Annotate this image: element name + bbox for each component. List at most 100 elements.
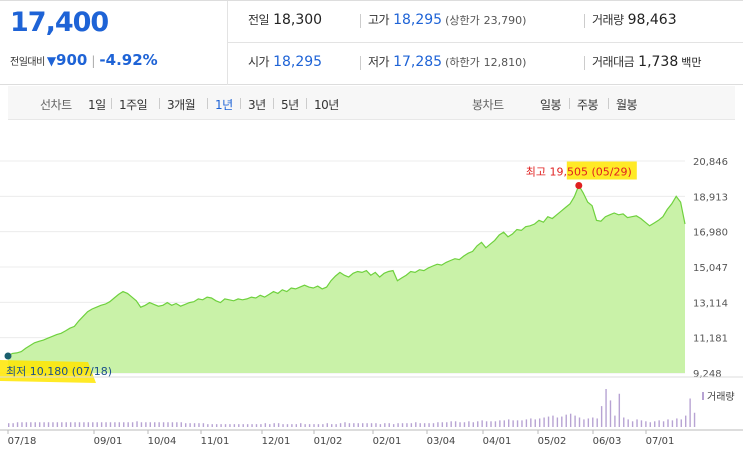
volume-value: 98,463: [627, 12, 677, 28]
tab-1-day[interactable]: 1일: [88, 98, 106, 112]
volume-stat: 거래량 98,463: [592, 11, 677, 28]
volume-bar: [693, 412, 696, 427]
volume-bar: [490, 421, 492, 427]
volume-bar: [689, 398, 691, 427]
volume-bar: [189, 423, 191, 427]
volume-bar: [78, 422, 81, 427]
volume-bar: [534, 419, 536, 427]
volume-bar: [503, 420, 505, 427]
open-label: 시가: [248, 55, 270, 69]
volume-bar: [614, 415, 616, 427]
volume-bar: [52, 422, 54, 427]
volume-bar: [392, 424, 395, 427]
volume-bar: [662, 421, 665, 427]
volume-bar: [556, 417, 559, 427]
volume-bar: [47, 422, 50, 427]
volume-bar: [242, 424, 244, 427]
volume-bar: [676, 418, 678, 427]
volume-bar: [25, 422, 28, 427]
volume-bar: [154, 422, 156, 427]
volume-bar: [578, 417, 581, 427]
volume-bar: [38, 422, 41, 427]
volume-bar: [313, 424, 315, 427]
high-price-label: 최고 19,505 (05/29): [526, 166, 632, 179]
upper-limit-value: 23,790): [483, 14, 527, 27]
tab-1-week[interactable]: 1주일: [119, 98, 148, 112]
volume-bar: [353, 423, 355, 427]
volume-bar: [123, 422, 125, 427]
volume-bar: [326, 423, 328, 427]
divider: [306, 98, 307, 109]
amount-stat: 거래대금 1,738 백만: [592, 53, 702, 70]
volume-bar: [127, 422, 129, 427]
change-rate: -4.92%: [99, 51, 158, 69]
volume-bar: [494, 421, 497, 427]
x-tick-label: 07/01: [646, 436, 675, 447]
tab-1-year[interactable]: 1년: [215, 98, 233, 112]
tab-3-years[interactable]: 3년: [248, 98, 266, 112]
tab-daily-candle[interactable]: 일봉: [540, 98, 562, 112]
x-tick-label: 07/18: [8, 436, 37, 447]
amount-label: 거래대금: [592, 55, 635, 69]
tab-5-years[interactable]: 5년: [281, 98, 299, 112]
volume-bar: [344, 422, 346, 427]
tab-weekly-candle[interactable]: 주봉: [577, 98, 599, 112]
volume-bar: [260, 424, 262, 427]
divider: [584, 56, 585, 70]
down-arrow-icon: ▼: [46, 54, 57, 68]
volume-bar: [432, 423, 435, 427]
volume-bar: [207, 424, 209, 427]
open-value: 18,295: [273, 54, 323, 70]
volume-bar: [145, 422, 147, 427]
volume-bar: [680, 419, 682, 427]
volume-bar: [184, 423, 187, 427]
period-bar: 선차트 1일 1주일 3개월 1년 3년 5년 10년 봉차트 일봉 주봉 월봉: [8, 86, 735, 120]
stats-row-1: 전일 18,300 고가 18,295 (상한가 23,790) 거래량 98,463: [228, 1, 743, 43]
lower-limit-label: (하한가: [445, 56, 480, 69]
tab-10-years[interactable]: 10년: [314, 98, 339, 112]
divider: [111, 98, 112, 109]
volume-bar: [131, 422, 134, 427]
volume-bar: [366, 423, 368, 427]
volume-bar: [472, 422, 475, 427]
volume-bar: [335, 424, 337, 427]
line-chart-label: 선차트: [40, 98, 72, 112]
volume-bar: [193, 423, 196, 427]
current-price: 17,400: [10, 7, 109, 38]
low-value: 17,285: [393, 54, 443, 70]
volume-bar: [592, 417, 594, 427]
volume-bar: [61, 422, 63, 427]
volume-bar: [552, 415, 554, 427]
volume-bar: [308, 424, 311, 427]
volume-bar: [357, 423, 359, 427]
tab-3-months[interactable]: 3개월: [167, 98, 196, 112]
volume-bar: [565, 414, 567, 427]
volume-bar: [304, 424, 306, 427]
volume-bar: [69, 422, 72, 427]
high-stat: 고가 18,295 (상한가 23,790): [368, 11, 526, 28]
volume-bar: [300, 423, 302, 427]
volume-bar: [645, 421, 647, 427]
volume-bar: [406, 423, 408, 427]
volume-bar: [423, 423, 426, 427]
volume-bar: [375, 423, 377, 427]
volume-bar: [401, 423, 404, 427]
volume-bar: [410, 423, 413, 427]
volume-bar: [291, 424, 293, 427]
y-tick-label: 20,846: [693, 157, 728, 168]
open-stat: 시가 18,295: [248, 53, 322, 70]
volume-bar: [21, 422, 23, 427]
volume-bar: [220, 424, 222, 427]
x-tick-label: 04/01: [483, 436, 512, 447]
volume-bar: [176, 422, 178, 427]
tab-monthly-candle[interactable]: 월봉: [616, 98, 638, 112]
y-axis: 20,846 18,913 16,980 15,047 13,114 11,181 9,24…: [693, 157, 728, 380]
volume-bar: [384, 423, 386, 427]
volume-bar: [348, 423, 351, 427]
volume-bar: [499, 420, 501, 427]
volume-bar: [631, 421, 634, 427]
volume-bar: [640, 420, 643, 427]
price-chart: 20,846 18,913 16,980 15,047 13,114 11,181 9,24…: [0, 157, 743, 447]
volume-bar: [162, 422, 165, 427]
volume-bar: [450, 421, 452, 427]
